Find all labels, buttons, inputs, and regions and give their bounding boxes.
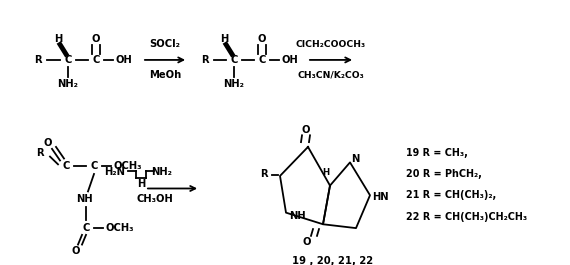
Text: R: R bbox=[260, 169, 268, 179]
Text: H: H bbox=[54, 34, 62, 44]
Text: 20 R = PhCH₂,: 20 R = PhCH₂, bbox=[406, 169, 482, 179]
Text: 21 R = CH(CH₃)₂,: 21 R = CH(CH₃)₂, bbox=[406, 190, 496, 200]
Text: NH₂: NH₂ bbox=[223, 79, 245, 89]
Text: C: C bbox=[230, 55, 238, 65]
Text: MeOh: MeOh bbox=[149, 70, 181, 80]
Text: R: R bbox=[36, 148, 44, 158]
Text: C: C bbox=[90, 161, 97, 171]
Text: NH: NH bbox=[76, 194, 92, 204]
Text: CH₃OH: CH₃OH bbox=[137, 194, 173, 204]
Text: H₂N: H₂N bbox=[104, 167, 125, 177]
Text: NH₂: NH₂ bbox=[58, 79, 79, 89]
Text: ClCH₂COOCH₃: ClCH₂COOCH₃ bbox=[296, 40, 366, 49]
Text: H: H bbox=[137, 179, 145, 189]
Text: C: C bbox=[82, 223, 89, 233]
Text: 22 R = CH(CH₃)CH₂CH₃: 22 R = CH(CH₃)CH₂CH₃ bbox=[406, 211, 527, 222]
Text: 19 , 20, 21, 22: 19 , 20, 21, 22 bbox=[292, 256, 373, 265]
Text: O: O bbox=[302, 125, 310, 135]
Text: H: H bbox=[220, 34, 228, 44]
Text: N: N bbox=[351, 153, 359, 164]
Text: C: C bbox=[62, 161, 70, 171]
Text: R: R bbox=[201, 55, 209, 65]
Text: O: O bbox=[303, 237, 311, 247]
Text: 19 R = CH₃,: 19 R = CH₃, bbox=[406, 148, 468, 158]
Text: C: C bbox=[258, 55, 266, 65]
Text: SOCl₂: SOCl₂ bbox=[149, 39, 181, 50]
Text: NH: NH bbox=[289, 211, 306, 220]
Text: OCH₃: OCH₃ bbox=[114, 161, 142, 171]
Text: H: H bbox=[323, 167, 329, 176]
Text: OH: OH bbox=[282, 55, 298, 65]
Text: O: O bbox=[72, 246, 80, 256]
Text: C: C bbox=[64, 55, 72, 65]
Text: NH₂: NH₂ bbox=[152, 167, 173, 177]
Text: C: C bbox=[92, 55, 100, 65]
Text: OH: OH bbox=[116, 55, 132, 65]
Text: HN: HN bbox=[372, 192, 388, 202]
Text: O: O bbox=[44, 138, 52, 148]
Text: O: O bbox=[92, 34, 100, 44]
Text: O: O bbox=[258, 34, 266, 44]
Text: R: R bbox=[34, 55, 42, 65]
Text: OCH₃: OCH₃ bbox=[106, 223, 135, 233]
Text: CH₃CN/K₂CO₃: CH₃CN/K₂CO₃ bbox=[298, 71, 364, 80]
